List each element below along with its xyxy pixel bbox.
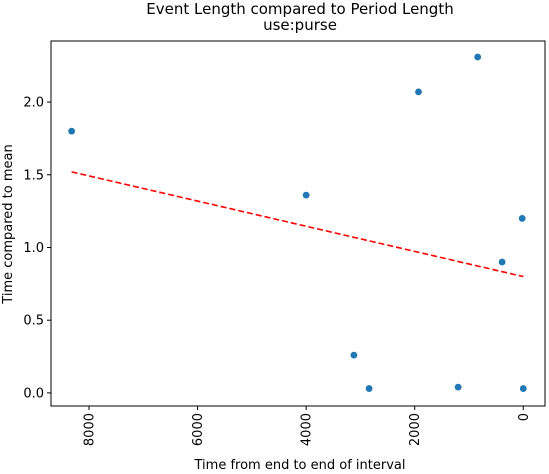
data-point: [454, 383, 462, 391]
data-point: [518, 215, 526, 222]
x-tick-label: 6000: [191, 413, 206, 446]
y-tick-label: 1.5: [23, 168, 44, 183]
y-tick-label: 0.0: [23, 386, 44, 401]
x-tick-label: 0: [517, 413, 532, 421]
data-point: [498, 258, 506, 266]
data-point: [519, 385, 527, 392]
data-point: [474, 53, 482, 61]
y-tick-label: 1.0: [23, 241, 44, 256]
y-axis-label: Time compared to mean: [1, 144, 16, 304]
x-tick-label: 8000: [83, 413, 98, 446]
data-point: [365, 385, 373, 392]
trend-line: [71, 171, 524, 278]
chart-subtitle: use:purse: [263, 16, 337, 34]
data-point: [302, 191, 310, 199]
x-tick-label: 2000: [408, 413, 423, 446]
chart-title: Event Length compared to Period Length: [146, 0, 453, 18]
y-tick-label: 2.0: [23, 96, 44, 111]
data-point: [415, 88, 422, 96]
data-point: [68, 127, 76, 135]
plot-frame: [50, 40, 546, 407]
data-point: [350, 351, 358, 359]
y-tick-label: 0.5: [23, 314, 44, 329]
plot-area: 0.0 0.5 1.0 1.5 2.0 8000 6000 4000 2000 0: [23, 40, 546, 446]
x-axis-label: Time from end to end of interval: [194, 458, 406, 473]
x-tick-label: 4000: [300, 413, 315, 446]
